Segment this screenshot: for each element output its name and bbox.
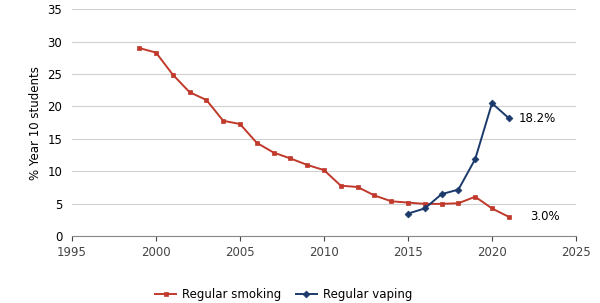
Regular smoking [438,202,445,206]
Regular smoking [455,201,462,205]
Regular smoking [253,141,260,145]
Text: 3.0%: 3.0% [530,210,560,223]
Regular smoking [371,194,378,197]
Regular smoking [220,119,227,123]
Regular vaping [488,102,496,105]
Regular vaping [438,192,445,196]
Regular smoking [236,122,244,126]
Legend: Regular smoking, Regular vaping: Regular smoking, Regular vaping [151,283,417,303]
Regular smoking [270,151,277,155]
Regular vaping [421,207,428,210]
Line: Regular vaping: Regular vaping [406,101,511,216]
Y-axis label: % Year 10 students: % Year 10 students [29,66,42,180]
Regular vaping [455,188,462,191]
Regular smoking [152,51,160,55]
Text: 18.2%: 18.2% [519,112,556,125]
Regular smoking [169,73,176,76]
Regular vaping [505,116,512,120]
Regular smoking [404,201,412,205]
Regular vaping [404,212,412,215]
Regular smoking [505,215,512,219]
Regular smoking [203,98,210,102]
Regular smoking [388,199,395,203]
Regular smoking [287,157,294,160]
Line: Regular smoking: Regular smoking [137,46,511,219]
Regular smoking [472,195,479,198]
Regular smoking [186,90,193,94]
Regular smoking [136,46,143,50]
Regular smoking [488,207,496,210]
Regular vaping [472,157,479,161]
Regular smoking [337,184,344,188]
Regular smoking [354,185,361,189]
Regular smoking [304,163,311,167]
Regular smoking [320,168,328,172]
Regular smoking [421,202,428,206]
